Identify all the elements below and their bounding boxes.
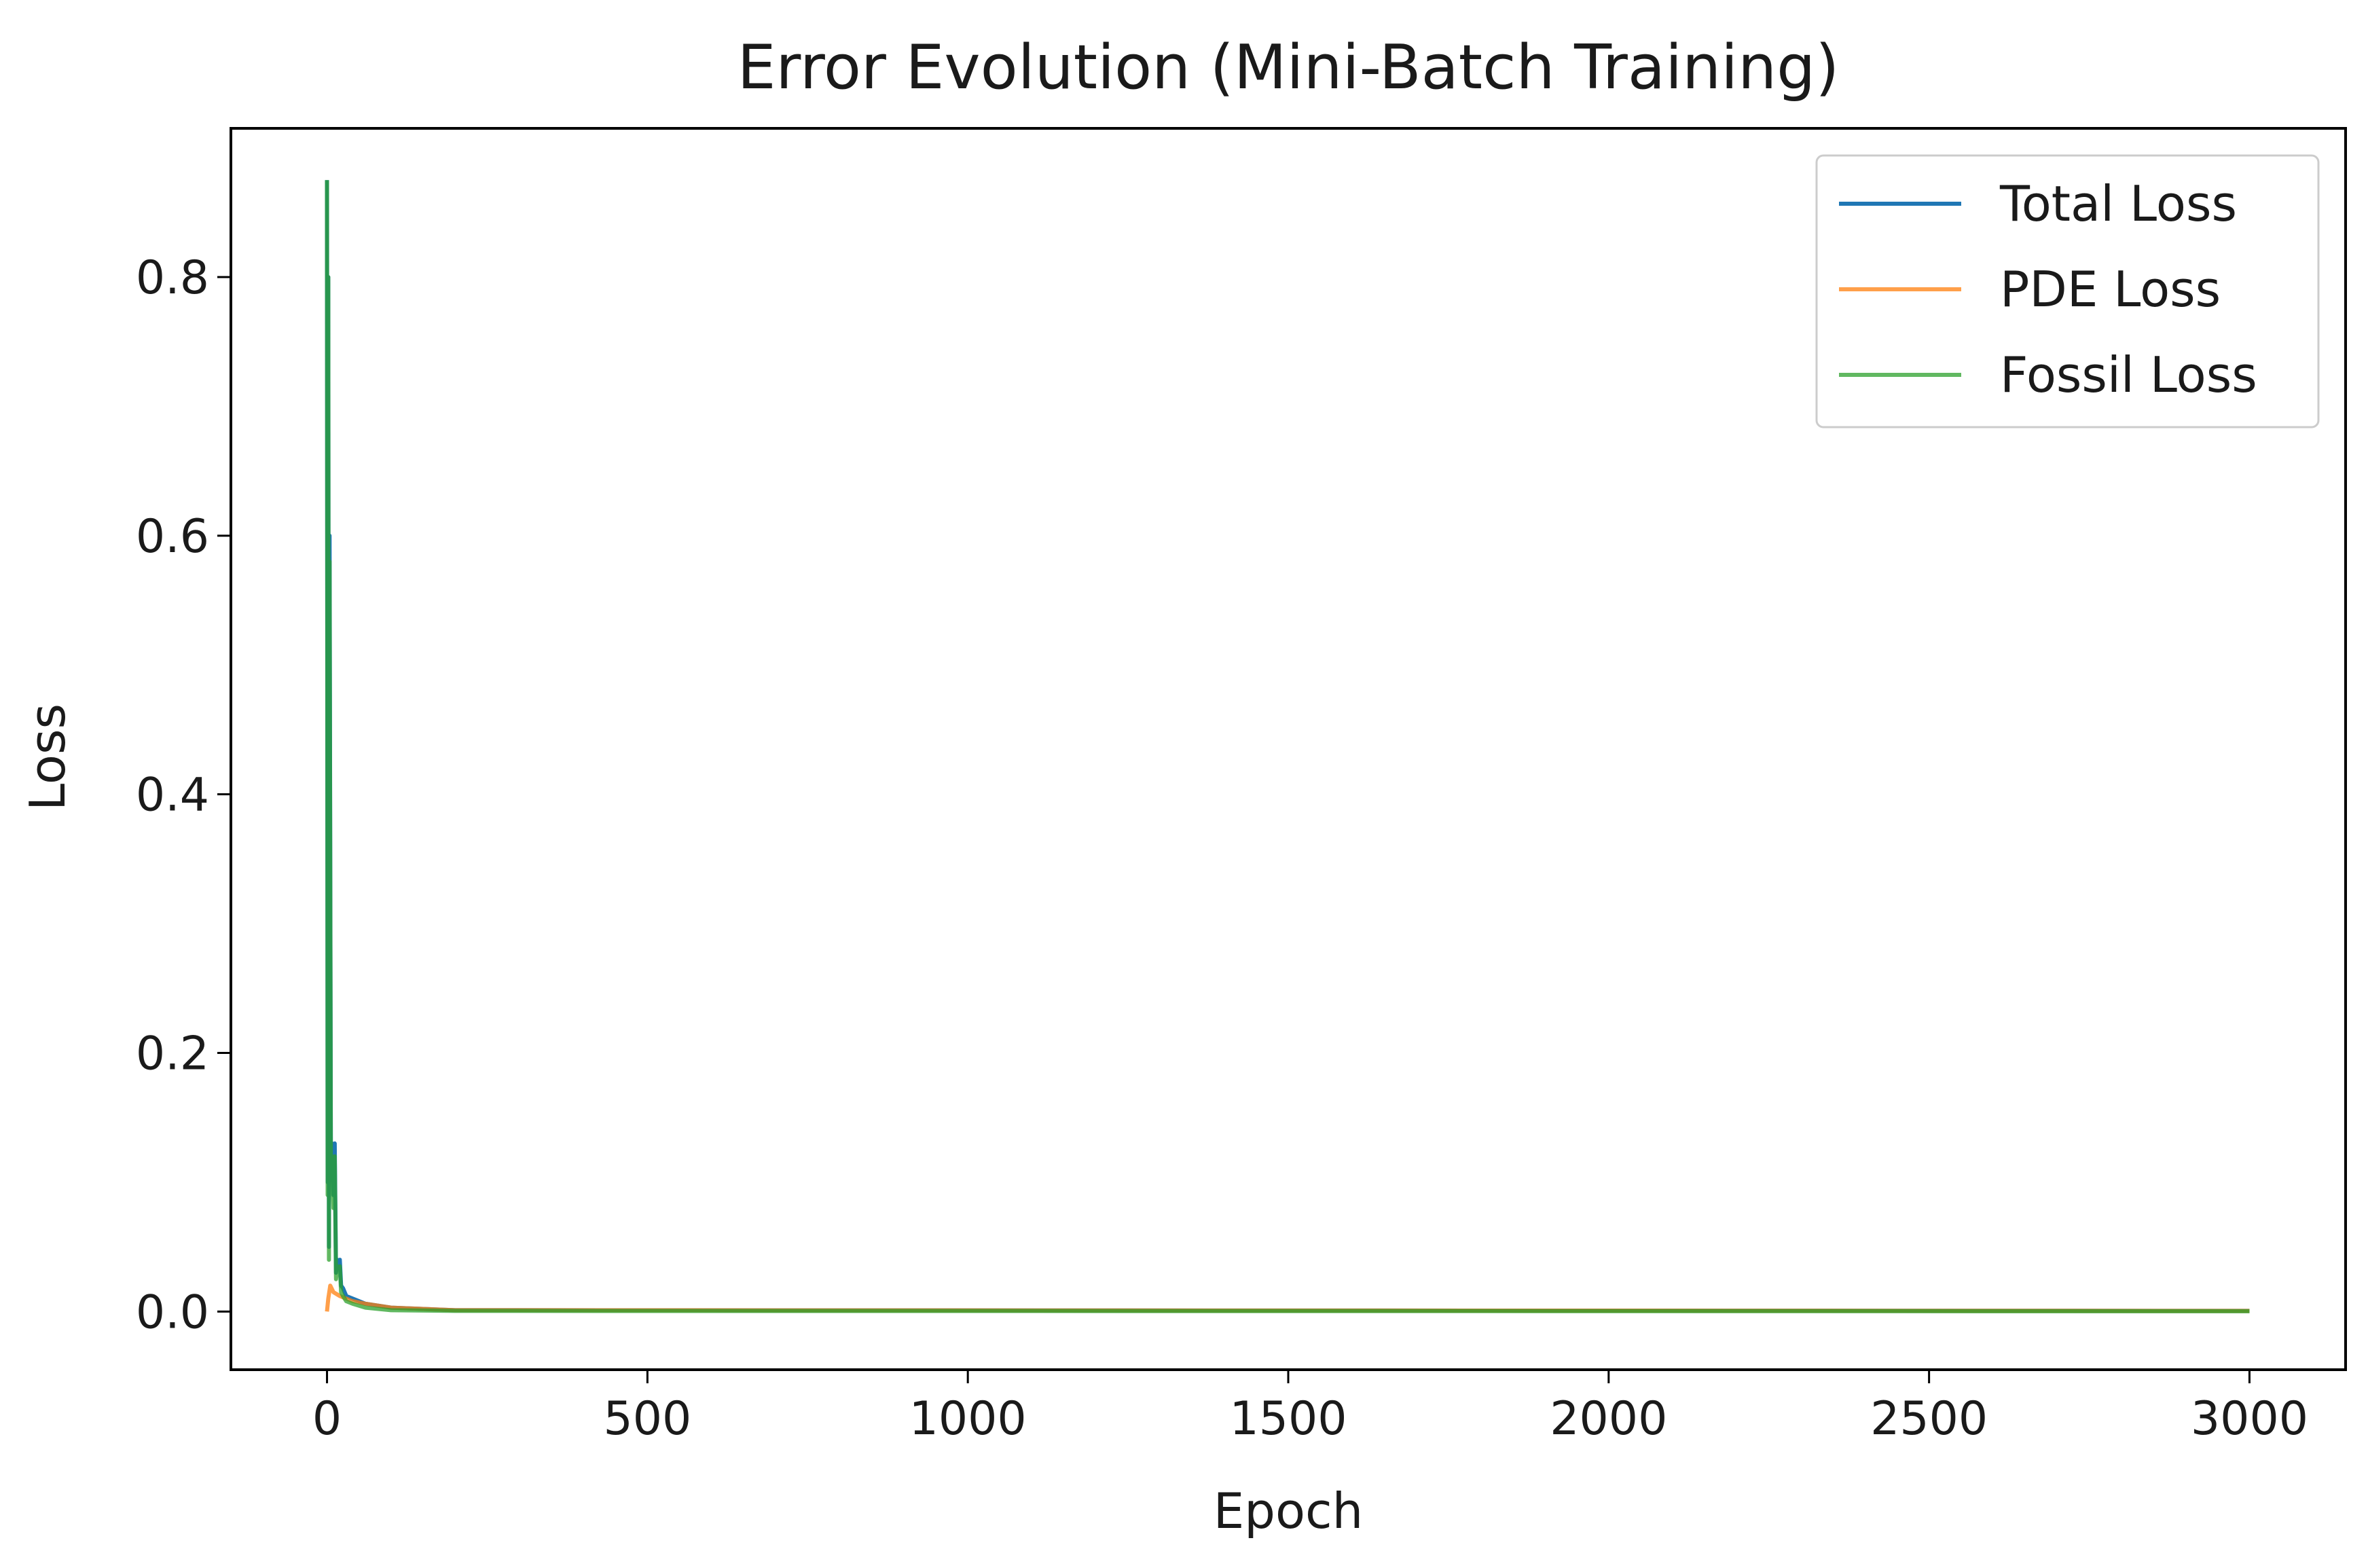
series-line-fossil-loss (325, 180, 2250, 1313)
x-tick-label: 3000 (2191, 1392, 2308, 1446)
x-tick-label: 2000 (1550, 1392, 1667, 1446)
y-tick-label: 0.4 (136, 769, 209, 822)
legend-box (1815, 154, 2320, 429)
y-tick-label: 0.0 (136, 1286, 209, 1339)
x-axis-label: Epoch (1214, 1482, 1363, 1539)
chart-title: Error Evolution (Mini-Batch Training) (737, 32, 1840, 103)
x-tick-label: 500 (603, 1392, 691, 1446)
x-tick-label: 1500 (1229, 1392, 1347, 1446)
y-axis: 0.0 0.2 0.4 0.6 0.8 (136, 251, 231, 1339)
plot-lines (325, 180, 2250, 1313)
y-tick-label: 0.2 (136, 1027, 209, 1080)
x-tick-label: 2500 (1870, 1392, 1988, 1446)
legend: Total Loss PDE Loss Fossil Loss (1815, 154, 2320, 429)
x-tick-label: 0 (312, 1392, 342, 1446)
legend-label: Fossil Loss (2000, 346, 2257, 403)
y-tick-label: 0.6 (136, 510, 209, 564)
x-tick-label: 1000 (909, 1392, 1027, 1446)
y-tick-label: 0.8 (136, 251, 209, 305)
series-line-pde-loss (325, 1283, 2250, 1313)
x-axis: 0 500 1000 1500 2000 2500 3000 (312, 1370, 2308, 1446)
legend-label: Total Loss (1999, 175, 2237, 232)
y-axis-label: Loss (19, 704, 76, 811)
legend-label: PDE Loss (2000, 261, 2221, 318)
